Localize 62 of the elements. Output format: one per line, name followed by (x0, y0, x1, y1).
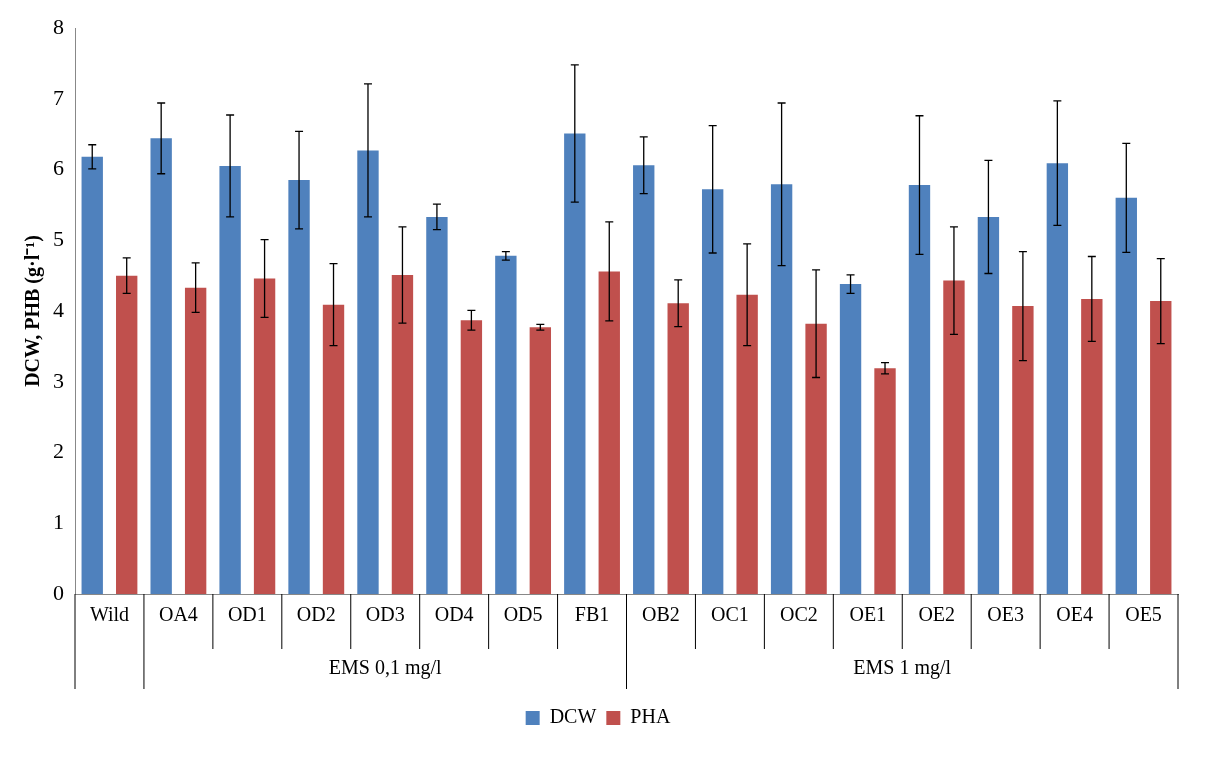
bar (184, 287, 207, 594)
bar (150, 138, 172, 594)
bar (1012, 306, 1034, 594)
legend-label: DCW (549, 705, 597, 728)
x-tick-label: OE4 (1056, 603, 1093, 626)
bar (667, 303, 689, 594)
y-tick-label: 2 (53, 438, 64, 464)
bar (116, 275, 138, 594)
y-tick-label: 7 (53, 84, 64, 110)
bar (1115, 197, 1137, 594)
x-tick-label: FB1 (574, 603, 610, 626)
bar (908, 185, 931, 594)
x-tick-label: OC1 (711, 603, 749, 626)
bar (81, 156, 103, 594)
bar (1081, 298, 1103, 594)
bar (495, 255, 517, 594)
y-axis-title: DCW, PHB (g·l⁻¹) (21, 235, 45, 387)
y-tick-label: 8 (53, 13, 64, 39)
bar (253, 278, 276, 594)
x-tick-label: OE5 (1125, 603, 1162, 626)
x-tick-label: OA4 (158, 603, 198, 626)
x-tick-label: OD4 (434, 603, 474, 626)
x-tick-label: OB2 (642, 603, 680, 626)
y-tick-label: 0 (53, 579, 64, 605)
x-tick-label: OC2 (779, 603, 818, 626)
bar (736, 294, 758, 594)
bar (219, 165, 241, 594)
y-tick-label: 3 (53, 367, 64, 393)
x-tick-label: Wild (89, 603, 130, 626)
bar (564, 133, 586, 594)
x-tick-label: OE3 (987, 603, 1024, 626)
bar (357, 150, 379, 594)
x-tick-label: OD1 (227, 603, 267, 626)
bar (874, 368, 896, 594)
text: EMS 1 mg/l (853, 656, 952, 680)
legend-label: PHA (630, 705, 671, 728)
bar (633, 165, 655, 594)
x-tick-label: OE1 (849, 603, 887, 626)
y-tick-label: 1 (53, 509, 64, 535)
text: EMS 0,1 mg/l (328, 656, 443, 680)
bar (288, 180, 310, 594)
bar (426, 216, 448, 594)
bar (460, 320, 483, 594)
bar (839, 284, 862, 594)
bar (1046, 163, 1069, 594)
x-tick-label: OD2 (296, 603, 336, 626)
x-tick-label: OD5 (503, 603, 543, 626)
x-tick-label: OE2 (918, 603, 956, 626)
bar (701, 189, 724, 594)
bar (529, 327, 552, 594)
bar (1150, 301, 1172, 594)
bar (391, 274, 414, 594)
bar (977, 216, 1000, 594)
bar (943, 280, 965, 594)
y-tick-label: 5 (53, 226, 64, 252)
x-tick-label: OD3 (365, 603, 405, 626)
bar (322, 304, 345, 594)
bar (805, 323, 827, 594)
y-tick-label: 4 (53, 296, 64, 322)
y-tick-label: 6 (53, 155, 64, 181)
bar (770, 184, 793, 594)
bar (598, 271, 620, 594)
